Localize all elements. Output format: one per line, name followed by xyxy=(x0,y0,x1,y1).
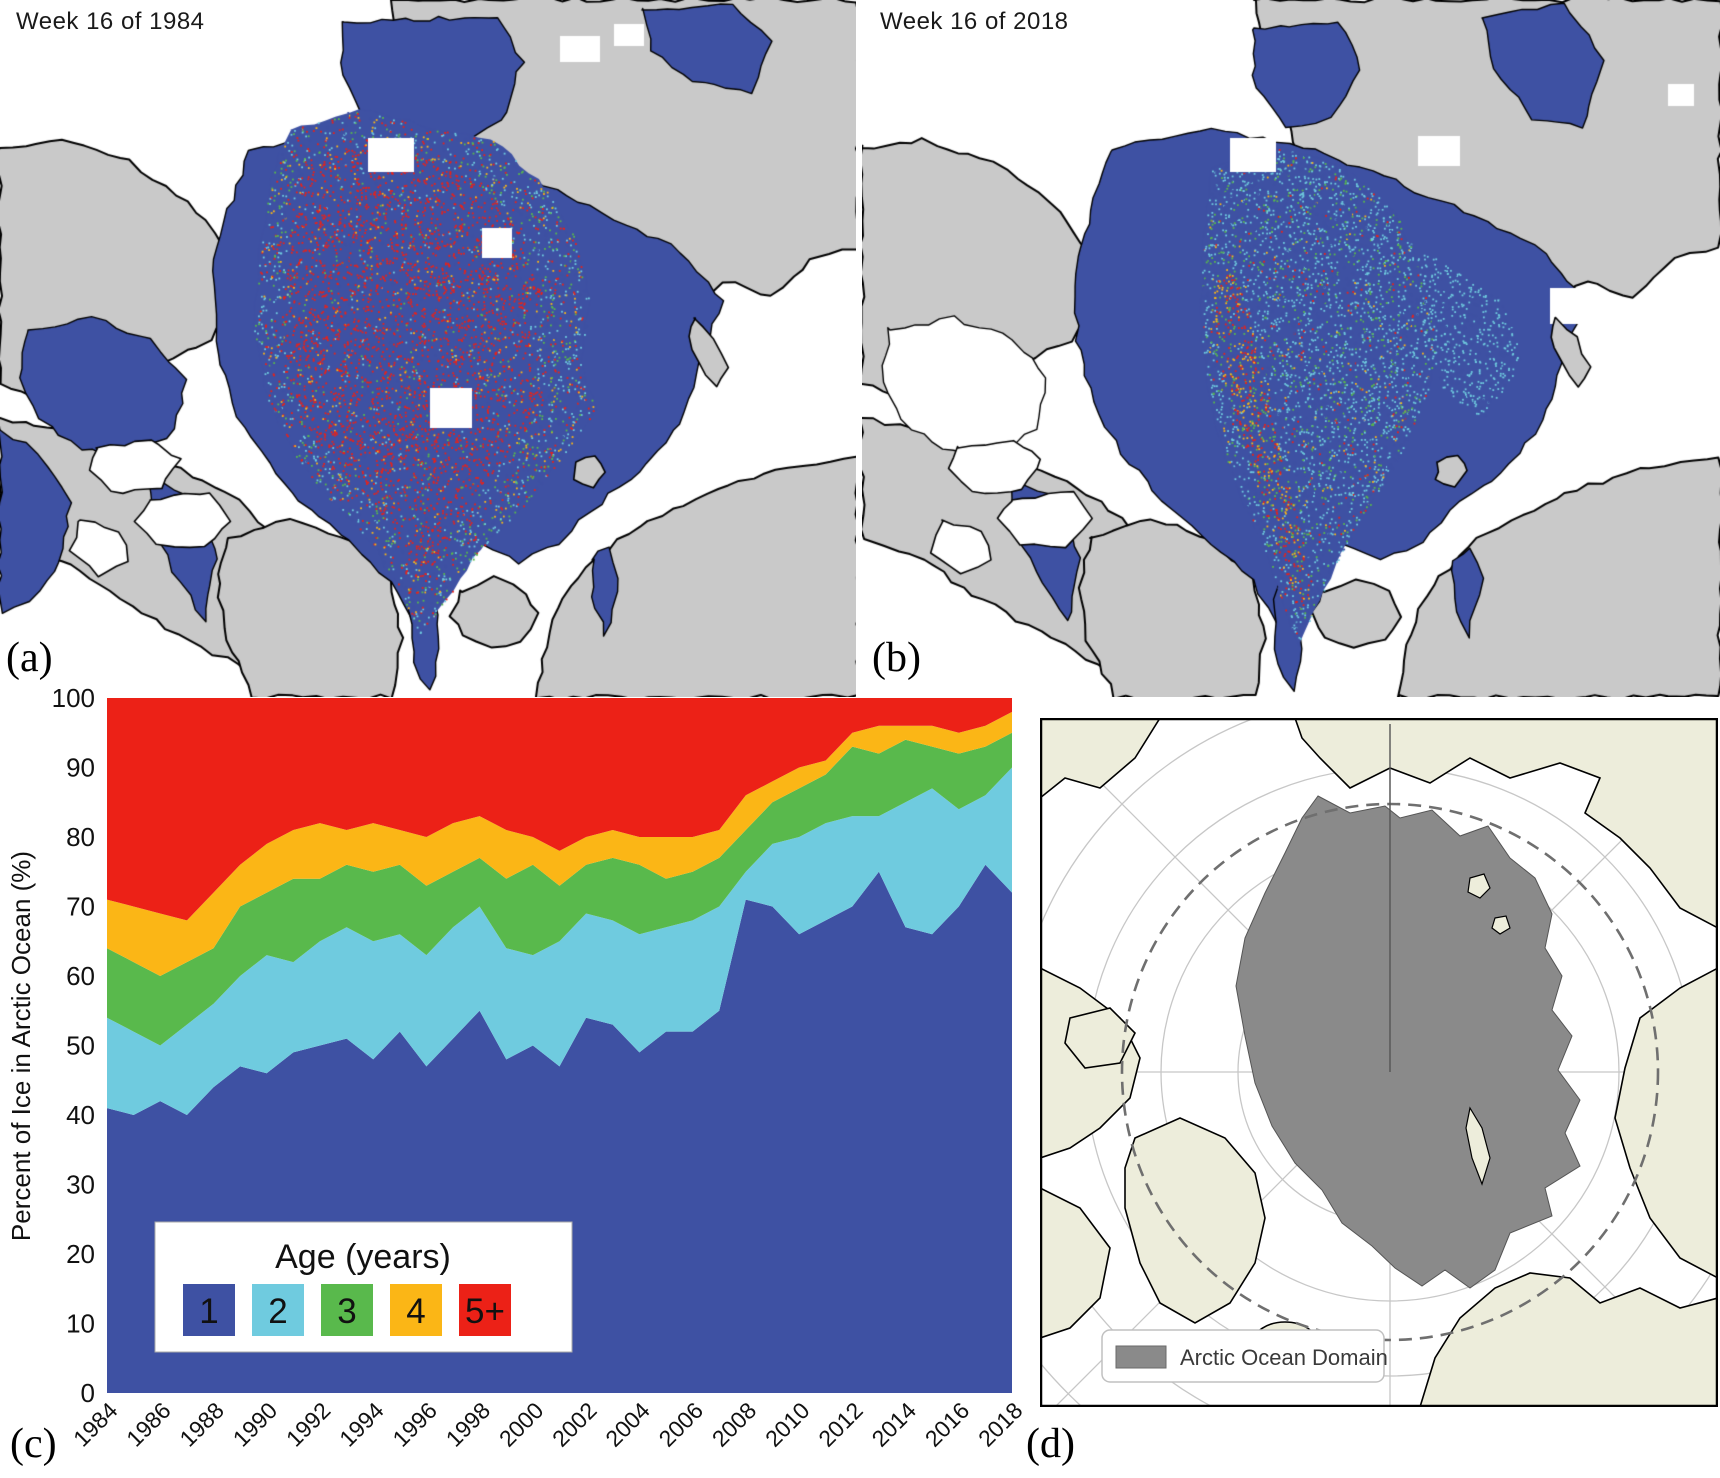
legend-swatches: 1 2 3 4 5+ xyxy=(183,1284,511,1336)
ice-age-map-2018 xyxy=(862,0,1720,697)
x-tick-1988: 1988 xyxy=(174,1397,229,1452)
x-tick-2014: 2014 xyxy=(866,1397,921,1452)
legend-label: Arctic Ocean Domain xyxy=(1180,1345,1388,1370)
legend-swatch-age-2 xyxy=(252,1284,304,1336)
legend-label-age-3: 3 xyxy=(337,1292,356,1331)
y-tick-30: 30 xyxy=(66,1170,95,1200)
legend-box xyxy=(1101,1329,1385,1383)
chart-legend: Age (years) 1 2 3 4 5+ xyxy=(154,1221,573,1353)
y-tick-70: 70 xyxy=(66,892,95,922)
x-tick-2012: 2012 xyxy=(813,1397,868,1452)
x-tick-1986: 1986 xyxy=(121,1397,176,1452)
y-tick-100: 100 xyxy=(52,683,95,713)
land-masses xyxy=(1040,718,1718,1407)
legend-swatch-age-4 xyxy=(390,1284,442,1336)
legend-label-age-5+: 5+ xyxy=(465,1292,505,1331)
x-tick-2006: 2006 xyxy=(654,1397,709,1452)
legend-swatch-age-5+ xyxy=(459,1284,511,1336)
panel-a-label: (a) xyxy=(6,635,53,681)
panel-a-title: Week 16 of 1984 xyxy=(16,8,205,35)
panel-c-label: (c) xyxy=(10,1421,57,1467)
domain-islands xyxy=(1465,873,1511,1186)
y-tick-40: 40 xyxy=(66,1100,95,1130)
panel-b-label: (b) xyxy=(872,635,921,681)
legend-title: Age (years) xyxy=(275,1238,451,1276)
arctic-ocean-domain-map: Arctic Ocean Domain xyxy=(1040,718,1718,1407)
domain-swatch xyxy=(1115,1345,1167,1369)
y-axis-label: Percent of Ice in Arctic Ocean (%) xyxy=(6,851,36,1241)
domain-map-legend: Arctic Ocean Domain xyxy=(1101,1329,1388,1383)
x-tick-1998: 1998 xyxy=(441,1397,496,1452)
x-tick-2002: 2002 xyxy=(547,1397,602,1452)
x-axis-ticks: 1984198619881990199219941996199820002002… xyxy=(68,1397,1028,1452)
x-tick-2008: 2008 xyxy=(707,1397,762,1452)
legend-label-age-4: 4 xyxy=(406,1292,425,1331)
y-tick-10: 10 xyxy=(66,1309,95,1339)
x-tick-1994: 1994 xyxy=(334,1397,389,1452)
map-frame xyxy=(1040,718,1718,1407)
legend-label-age-1: 1 xyxy=(199,1292,218,1331)
x-tick-2018: 2018 xyxy=(973,1397,1028,1452)
area-age-2 xyxy=(107,767,1012,1115)
y-tick-90: 90 xyxy=(66,753,95,783)
area-age-4 xyxy=(107,711,1012,976)
x-tick-2004: 2004 xyxy=(600,1397,655,1452)
x-tick-1984: 1984 xyxy=(68,1397,123,1452)
x-tick-2000: 2000 xyxy=(494,1397,549,1452)
y-axis-ticks: 0 10 20 30 40 50 60 70 80 90 100 xyxy=(52,683,95,1408)
y-tick-0: 0 xyxy=(81,1378,95,1408)
x-tick-1992: 1992 xyxy=(281,1397,336,1452)
x-tick-2016: 2016 xyxy=(920,1397,975,1452)
panel-b-title: Week 16 of 2018 xyxy=(880,8,1069,35)
legend-label-age-2: 2 xyxy=(268,1292,287,1331)
panel-d-label: (d) xyxy=(1026,1421,1075,1467)
x-tick-1996: 1996 xyxy=(387,1397,442,1452)
y-tick-50: 50 xyxy=(66,1031,95,1061)
y-tick-60: 60 xyxy=(66,961,95,991)
legend-swatch-age-3 xyxy=(321,1284,373,1336)
ice-age-map-1984 xyxy=(0,0,856,697)
x-tick-2010: 2010 xyxy=(760,1397,815,1452)
x-tick-1990: 1990 xyxy=(228,1397,283,1452)
y-tick-20: 20 xyxy=(66,1239,95,1269)
arctic-ocean-domain-polygon xyxy=(1235,795,1581,1289)
area-age-3 xyxy=(107,732,1012,1046)
y-tick-80: 80 xyxy=(66,822,95,852)
area-age-5+ xyxy=(107,698,1012,921)
legend-swatch-age-1 xyxy=(183,1284,235,1336)
